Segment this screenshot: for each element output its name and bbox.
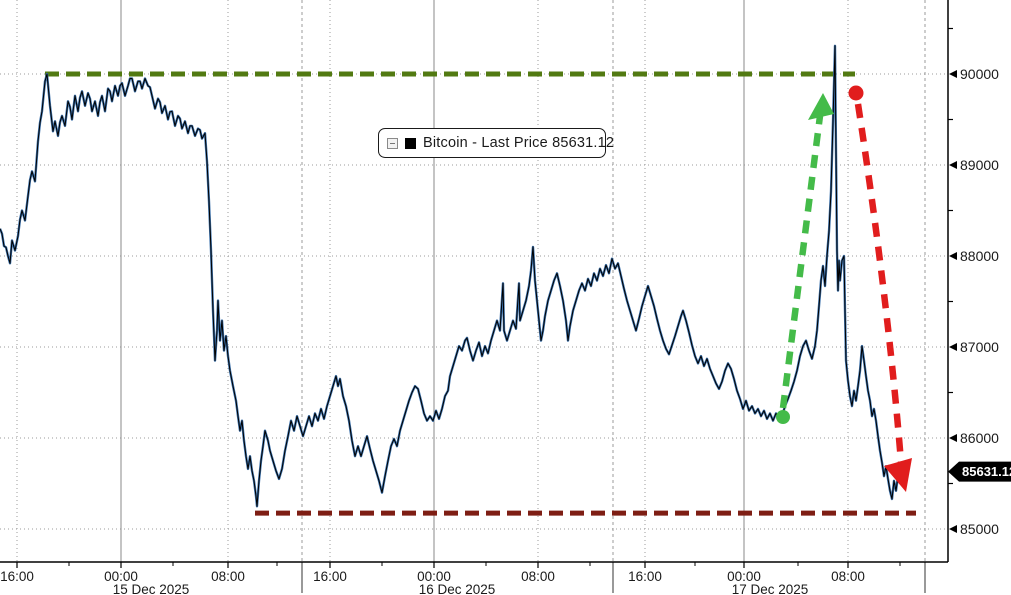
up-arrow-shaft xyxy=(779,107,825,409)
x-axis-time-label: 00:00 xyxy=(417,569,451,584)
annotation-arrows xyxy=(776,85,912,492)
y-axis-label: 89000 xyxy=(960,157,999,173)
y-axis-label: 88000 xyxy=(960,248,999,264)
series-swatch-icon xyxy=(405,137,416,149)
legend-collapse-icon[interactable] xyxy=(387,137,398,149)
x-axis-time-label: 16:00 xyxy=(0,569,34,584)
price-line-blue xyxy=(0,44,907,508)
up-arrow-head-icon xyxy=(808,93,834,120)
up-arrow-origin-dot xyxy=(776,410,790,424)
y-tick-arrow-icon xyxy=(949,343,957,351)
y-tick-arrow-icon xyxy=(949,252,957,260)
down-arrow-origin-dot xyxy=(848,85,864,101)
x-axis-time-label: 16:00 xyxy=(313,569,347,584)
reference-lines xyxy=(45,71,916,516)
x-axis-time-label: 08:00 xyxy=(831,569,865,584)
x-axis-time-label: 08:00 xyxy=(521,569,555,584)
last-price-tag-shape xyxy=(948,461,1011,482)
y-tick-arrow-icon xyxy=(949,161,957,169)
x-axis-date-label: 16 Dec 2025 xyxy=(419,582,496,595)
y-axis-label: 87000 xyxy=(960,339,999,355)
last-price-tag: 85631.12 xyxy=(948,461,1011,482)
y-tick-arrow-icon xyxy=(949,434,957,442)
down-arrow-shaft xyxy=(854,103,905,463)
down-arrow-head-icon xyxy=(884,458,912,492)
y-axis-label: 90000 xyxy=(960,66,999,82)
last-price-tag-text: 85631.12 xyxy=(962,464,1011,479)
price-line-black xyxy=(0,45,906,507)
x-axis-time-label: 00:00 xyxy=(104,569,138,584)
x-axis-time-label: 08:00 xyxy=(211,569,245,584)
x-axis-date-label: 15 Dec 2025 xyxy=(113,582,190,595)
y-tick-arrow-icon xyxy=(949,70,957,78)
y-axis-label: 85000 xyxy=(960,521,999,537)
x-axis-date-label: 17 Dec 2025 xyxy=(732,582,809,595)
legend-label: Bitcoin - Last Price 85631.12 xyxy=(423,135,615,151)
x-axis-time-label: 16:00 xyxy=(628,569,662,584)
y-axis-label: 86000 xyxy=(960,430,999,446)
chart-legend: Bitcoin - Last Price 85631.12 xyxy=(378,128,614,158)
price-line xyxy=(0,44,907,508)
gridlines xyxy=(0,0,948,593)
x-axis-time-label: 00:00 xyxy=(727,569,761,584)
y-tick-arrow-icon xyxy=(949,525,957,533)
